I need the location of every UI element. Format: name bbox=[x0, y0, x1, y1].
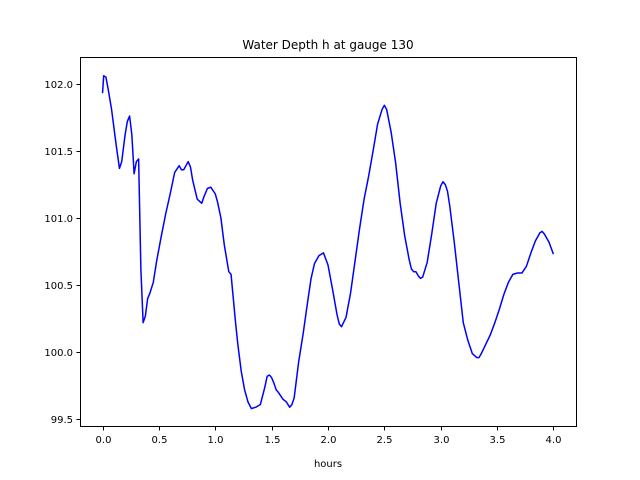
y-tick-label: 100.0 bbox=[44, 348, 73, 359]
series-line-0 bbox=[101, 75, 555, 410]
y-tick-label: 100.5 bbox=[44, 281, 73, 292]
plot-frame bbox=[80, 57, 577, 427]
x-tick-label: 2.0 bbox=[321, 435, 337, 446]
x-tick-label: 1.5 bbox=[265, 435, 281, 446]
plot-data-layer bbox=[101, 75, 555, 410]
y-tick-label: 101.0 bbox=[44, 214, 73, 225]
x-tick-label: 0.0 bbox=[96, 435, 112, 446]
chart-title: Water Depth h at gauge 130 bbox=[242, 38, 413, 52]
y-tick-label: 102.0 bbox=[44, 80, 73, 91]
x-axis-ticks: 0.0 0.5 1.0 1.5 2.0 2.5 3.0 3.5 4.0 bbox=[96, 426, 562, 446]
y-tick-label: 101.5 bbox=[44, 147, 73, 158]
x-axis-label: hours bbox=[314, 459, 342, 470]
x-tick-label: 0.5 bbox=[152, 435, 168, 446]
y-axis-ticks: 99.5 100.0 100.5 101.0 101.5 102.0 bbox=[44, 80, 81, 426]
x-tick-label: 3.0 bbox=[434, 435, 450, 446]
y-tick-label: 99.5 bbox=[51, 415, 73, 426]
x-tick-label: 4.0 bbox=[546, 435, 562, 446]
x-tick-label: 3.5 bbox=[490, 435, 506, 446]
x-tick-label: 1.0 bbox=[208, 435, 224, 446]
x-tick-label: 2.5 bbox=[377, 435, 393, 446]
